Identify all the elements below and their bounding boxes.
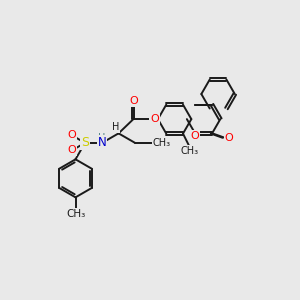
Text: O: O — [68, 130, 76, 140]
Text: O: O — [150, 114, 159, 124]
Text: S: S — [81, 136, 89, 149]
Text: CH₃: CH₃ — [66, 209, 85, 219]
Text: CH₃: CH₃ — [180, 146, 198, 156]
Text: N: N — [98, 136, 106, 149]
Text: CH₃: CH₃ — [153, 138, 171, 148]
Text: H: H — [98, 133, 106, 143]
Text: H: H — [112, 122, 119, 132]
Text: O: O — [191, 131, 200, 141]
Text: O: O — [129, 96, 138, 106]
Text: O: O — [68, 146, 76, 155]
Text: O: O — [225, 133, 234, 143]
